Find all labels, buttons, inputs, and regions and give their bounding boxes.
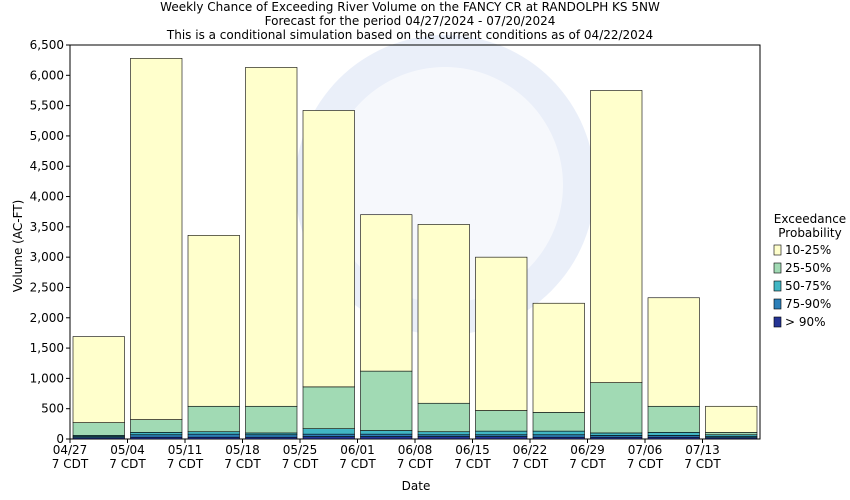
bar-segment <box>590 90 643 383</box>
legend-label: 10-25% <box>785 243 831 257</box>
bar-segment <box>302 386 355 429</box>
y-tick-label: 6,500 <box>30 38 64 52</box>
legend-label: 50-75% <box>785 279 831 293</box>
bar-segment <box>417 436 470 440</box>
x-tick-label: 06/29 7 CDT <box>569 443 606 471</box>
y-tick-label: 2,500 <box>30 280 64 294</box>
y-tick-label: 3,500 <box>30 220 64 234</box>
legend-swatch <box>773 280 782 292</box>
bar-segment <box>245 67 298 407</box>
x-tick-label: 04/27 7 CDT <box>52 443 89 471</box>
bar-segment <box>302 428 355 435</box>
chart-note: This is a conditional simulation based o… <box>166 28 653 42</box>
y-tick-label: 500 <box>41 402 64 416</box>
bar-segment <box>360 433 413 437</box>
x-tick-label: 06/08 7 CDT <box>397 443 434 471</box>
legend-swatch <box>773 316 782 328</box>
y-tick-label: 1,000 <box>30 371 64 385</box>
legend-label: 25-50% <box>785 261 831 275</box>
bar-segment <box>187 405 240 433</box>
bar-segment <box>532 430 585 436</box>
bar-segment <box>647 432 700 436</box>
y-tick-label: 4,000 <box>30 190 64 204</box>
legend-swatch <box>773 244 782 256</box>
y-tick-label: 2,000 <box>30 311 64 325</box>
legend-label: > 90% <box>785 315 826 329</box>
bar-segment <box>302 433 355 437</box>
bar-segment <box>130 432 183 436</box>
y-tick-label: 5,000 <box>30 129 64 143</box>
bar-segment <box>532 412 585 432</box>
x-axis-label: Date <box>402 479 431 493</box>
x-tick-label: 06/22 7 CDT <box>512 443 549 471</box>
bar-segment <box>72 336 125 423</box>
bar-segment <box>590 382 643 434</box>
bar-segment <box>475 256 528 411</box>
bar-segment <box>187 431 240 435</box>
x-tick-label: 05/11 7 CDT <box>167 443 204 471</box>
bar-segment <box>360 214 413 372</box>
bar-segment <box>360 436 413 440</box>
legend-swatch <box>773 298 782 310</box>
bar-segment <box>647 297 700 407</box>
bar-segment <box>417 224 470 404</box>
chart-title: Weekly Chance of Exceeding River Volume … <box>160 0 660 14</box>
y-tick-label: 4,500 <box>30 159 64 173</box>
bar-segment <box>475 430 528 436</box>
x-tick-label: 05/04 7 CDT <box>109 443 146 471</box>
x-tick-label: 06/01 7 CDT <box>339 443 376 471</box>
x-tick-label: 05/25 7 CDT <box>282 443 319 471</box>
bar-segment <box>705 432 758 436</box>
bar-segment <box>130 419 183 433</box>
bar-segment <box>245 434 298 438</box>
bar-segment <box>187 433 240 438</box>
y-tick-label: 6,000 <box>30 68 64 82</box>
bar-segment <box>130 434 183 438</box>
bar-segment <box>360 370 413 431</box>
x-tick-label: 05/18 7 CDT <box>224 443 261 471</box>
bar-segment <box>417 402 470 433</box>
bar-segment <box>647 405 700 433</box>
bar-segment <box>360 430 413 435</box>
x-tick-label: 07/06 7 CDT <box>627 443 664 471</box>
y-axis-label: Volume (AC-FT) <box>11 200 25 293</box>
legend-swatch <box>773 262 782 274</box>
x-tick-label: 06/15 7 CDT <box>454 443 491 471</box>
x-tick-label: 07/13 7 CDT <box>684 443 721 471</box>
bar-segment <box>302 436 355 440</box>
bar-segment <box>187 235 240 407</box>
bar-segment <box>532 302 585 413</box>
y-tick-label: 5,500 <box>30 99 64 113</box>
bar-segment <box>590 432 643 436</box>
bar-segment <box>705 405 758 433</box>
bar-segment <box>532 434 585 438</box>
y-tick-label: 3,000 <box>30 250 64 264</box>
bar-segment <box>302 110 355 388</box>
bar-segment <box>475 410 528 432</box>
y-tick-label: 0 <box>56 432 64 446</box>
bar-segment <box>245 405 298 434</box>
legend-title: Probability <box>778 226 841 240</box>
bar-segment <box>475 436 528 440</box>
legend-label: 75-90% <box>785 297 831 311</box>
bar-segment <box>72 422 125 436</box>
bar-segment <box>130 58 183 420</box>
chart-subtitle: Forecast for the period 04/27/2024 - 07/… <box>265 14 556 28</box>
bar-segment <box>417 431 470 436</box>
legend-title: Exceedance <box>774 212 846 226</box>
y-tick-label: 1,500 <box>30 341 64 355</box>
